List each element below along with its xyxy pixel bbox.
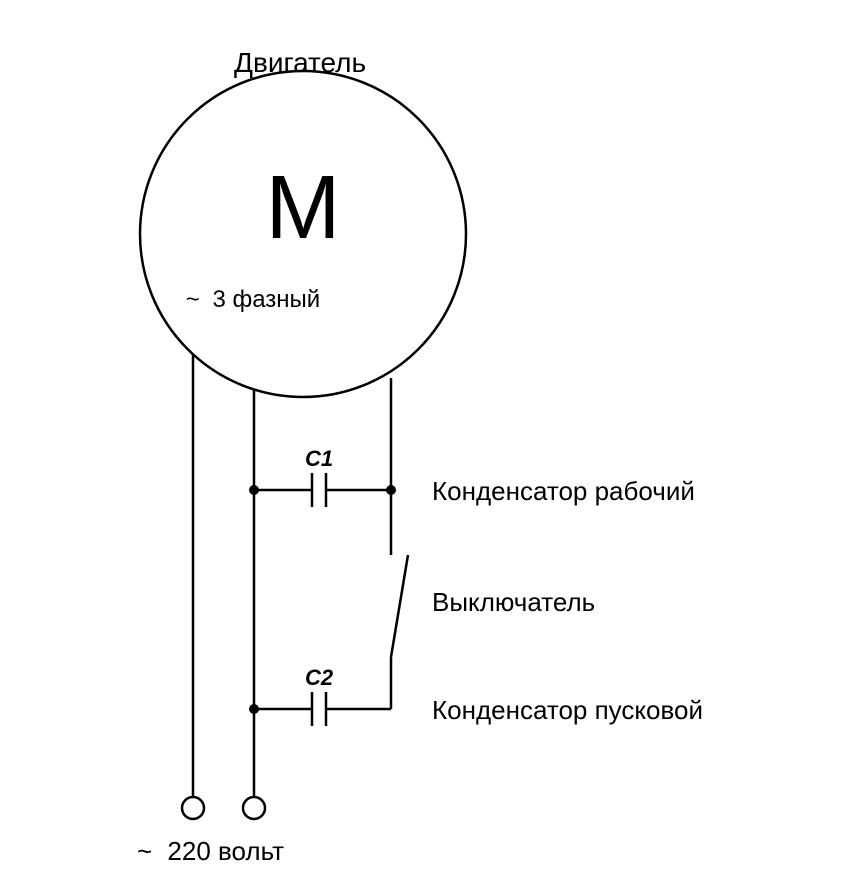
c1-side-label: Конденсатор рабочий <box>432 476 695 506</box>
terminal-right <box>243 797 265 819</box>
terminal-left <box>182 797 204 819</box>
node-c2-mid <box>249 704 259 714</box>
motor-symbol: M <box>266 158 341 258</box>
switch-side-label: Выключатель <box>432 587 595 617</box>
c1-label: C1 <box>305 446 333 471</box>
motor-phase-label: ~ 3 фазный <box>186 286 320 313</box>
c2-label: C2 <box>305 665 334 690</box>
circuit-diagram: Двигатель M ~ 3 фазный C1 Конденсатор ра… <box>0 0 855 893</box>
c2-side-label: Конденсатор пусковой <box>432 695 703 725</box>
diagram-title: Двигатель <box>234 47 366 78</box>
switch-blade <box>391 555 408 657</box>
node-c1-mid <box>249 485 259 495</box>
voltage-label: ~ 220 вольт <box>137 836 284 866</box>
